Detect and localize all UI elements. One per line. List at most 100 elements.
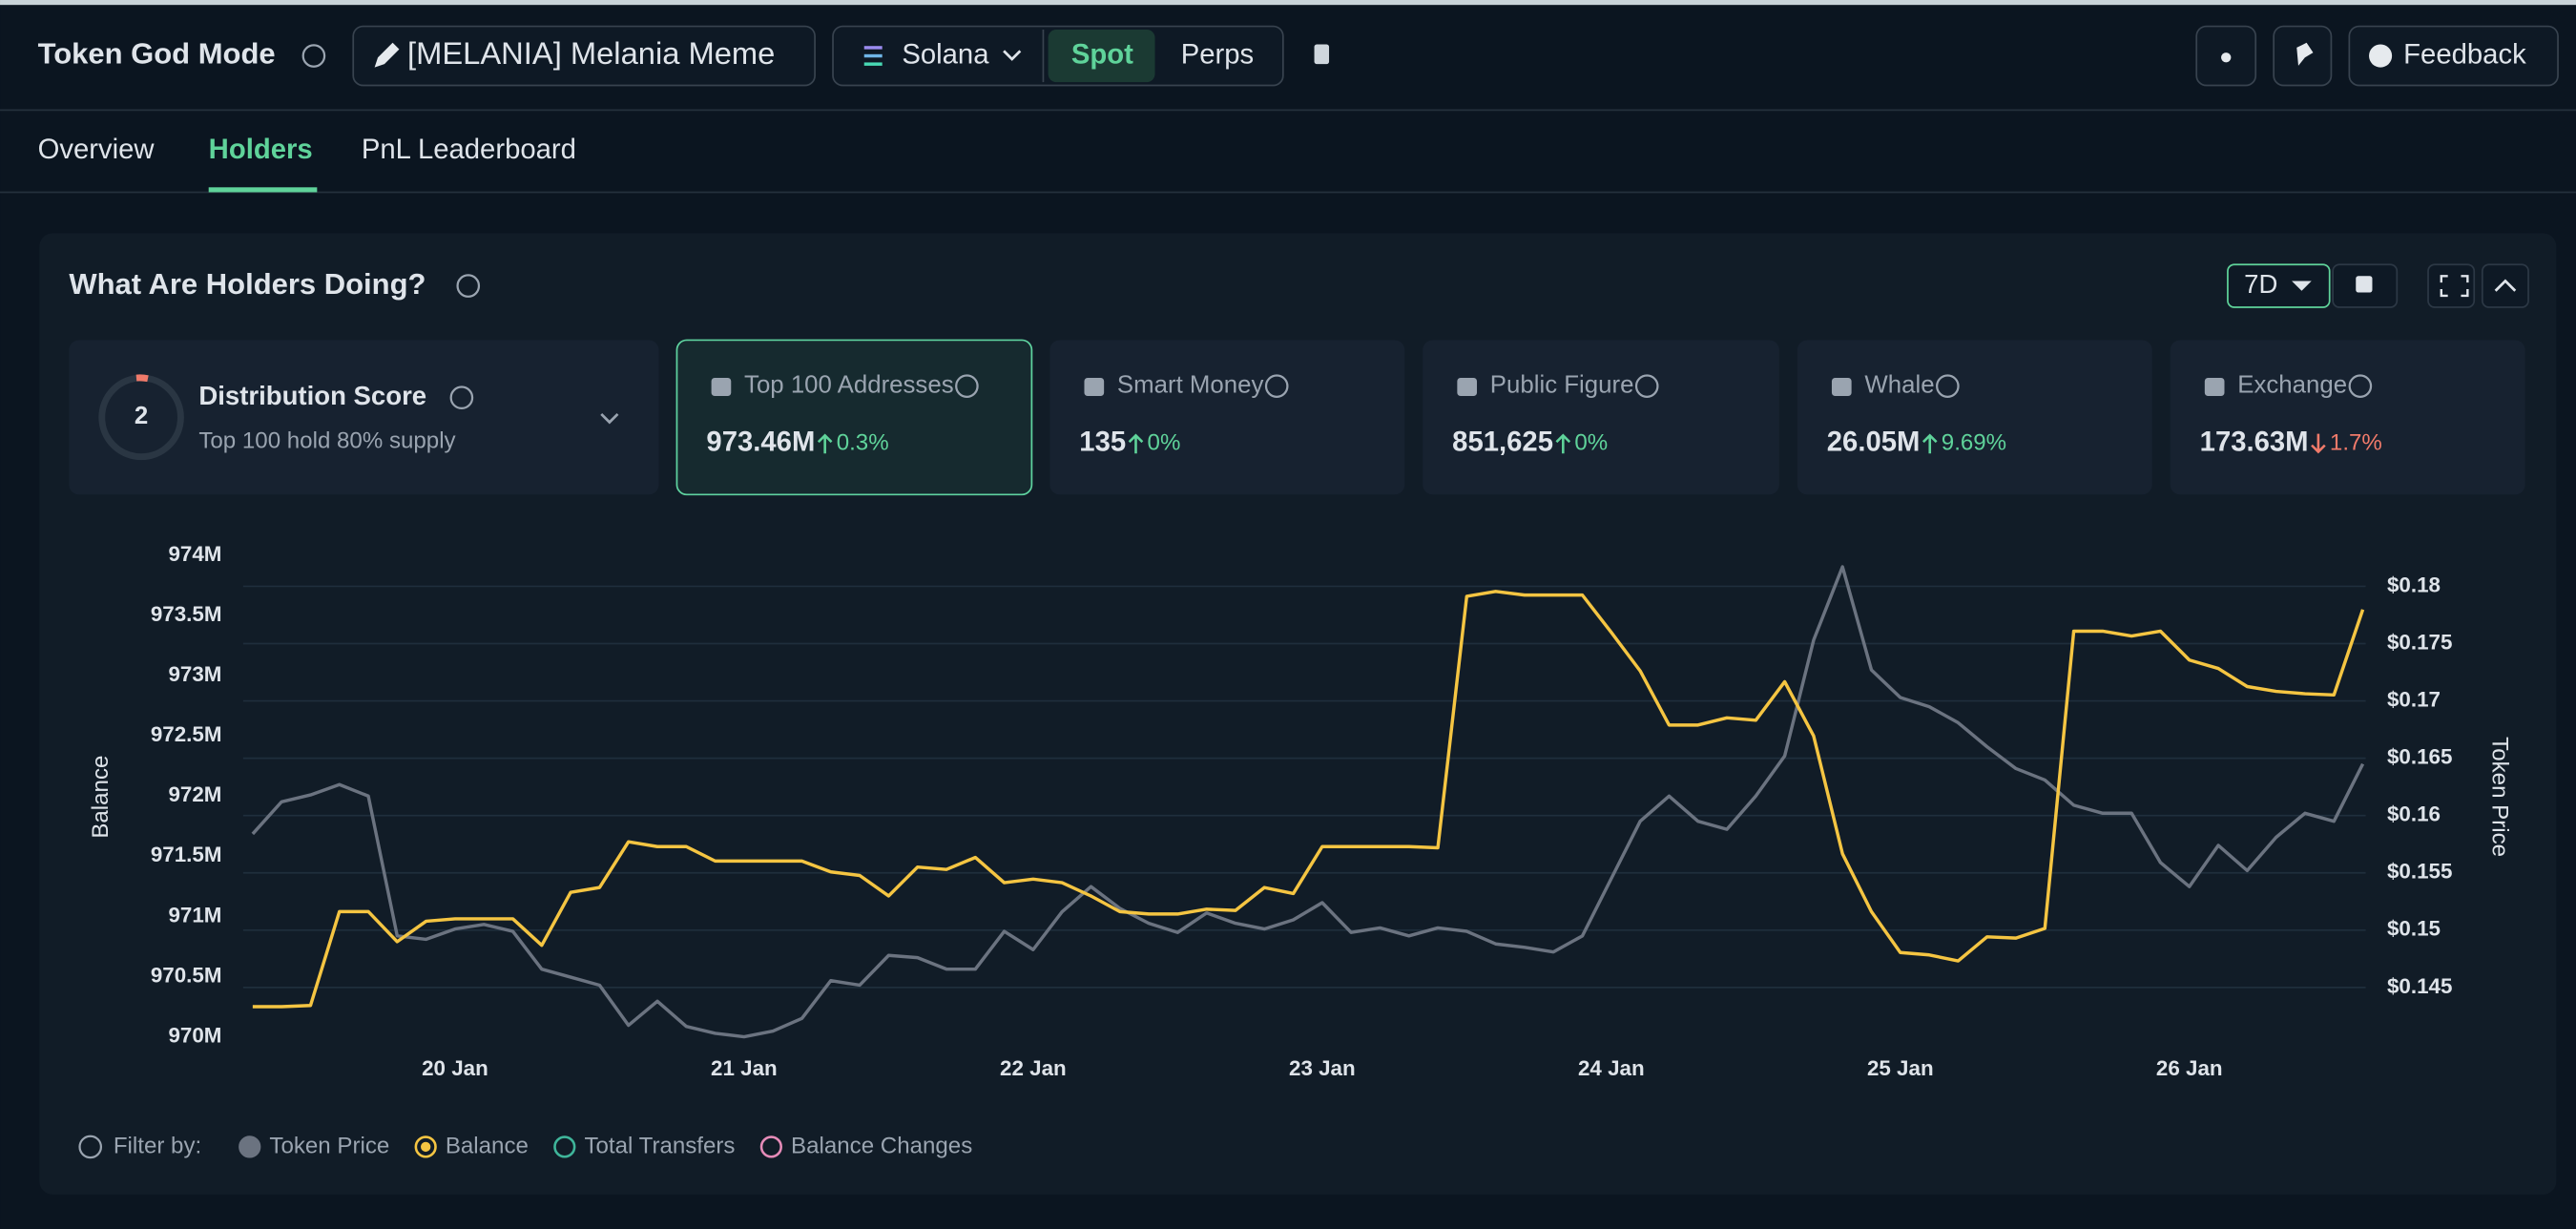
stat-card[interactable]	[675, 339, 1033, 496]
change-arrow	[817, 433, 833, 454]
change-arrow	[2311, 433, 2326, 454]
y-tick-label: 970M	[168, 1023, 221, 1047]
card-change: 0%	[1574, 429, 1608, 455]
stat-card[interactable]	[2170, 340, 2525, 495]
card-change: 0.3%	[837, 429, 889, 455]
dropdown-caret	[2292, 281, 2312, 291]
app-title: Token God Mode	[38, 37, 276, 71]
info-icon[interactable]	[78, 1135, 103, 1159]
solana-icon	[863, 46, 883, 66]
card-icon	[1084, 378, 1105, 396]
edit-icon	[374, 42, 400, 68]
tab-underline	[208, 187, 318, 193]
legend-marker[interactable]	[759, 1135, 782, 1158]
pin-icon	[2296, 42, 2314, 66]
card-name: Top 100 Addresses	[744, 371, 954, 398]
change-arrow	[1922, 433, 1938, 454]
card-icon	[1457, 378, 1478, 396]
card-name: Exchange	[2237, 371, 2347, 398]
y2-tick-label: $0.165	[2387, 745, 2452, 769]
x-tick-label: 21 Jan	[711, 1056, 778, 1080]
y-tick-label: 971M	[168, 903, 221, 927]
y-tick-label: 972M	[168, 782, 221, 806]
copy-icon[interactable]	[1314, 44, 1330, 65]
top-strip	[0, 0, 2576, 6]
x-tick-label: 25 Jan	[1867, 1056, 1934, 1080]
legend-marker[interactable]	[239, 1135, 261, 1158]
y-tick-label: 973M	[168, 662, 221, 686]
x-tick-label: 20 Jan	[422, 1056, 488, 1080]
card-change: 0%	[1148, 429, 1181, 455]
collapse-button[interactable]	[2481, 263, 2529, 308]
fullscreen-button[interactable]	[2427, 263, 2476, 308]
period-select[interactable]	[2227, 263, 2331, 308]
info-icon[interactable]	[456, 274, 481, 298]
distribution-card[interactable]	[69, 340, 659, 495]
info-icon[interactable]	[301, 44, 326, 68]
fullscreen-icon	[2440, 275, 2469, 298]
x-tick-label: 24 Jan	[1578, 1056, 1645, 1080]
x-tick-label: 26 Jan	[2156, 1056, 2223, 1080]
x-tick-label: 23 Jan	[1289, 1056, 1356, 1080]
stat-card[interactable]	[1049, 340, 1405, 495]
y2-tick-label: $0.17	[2387, 687, 2441, 711]
y-tick-label: 970.5M	[151, 963, 222, 987]
tab[interactable]: Overview	[38, 135, 156, 165]
stat-card[interactable]	[1423, 340, 1779, 495]
card-name: Whale	[1864, 371, 1934, 398]
legend-dot	[421, 1141, 431, 1153]
y-tick-label: 972.5M	[151, 722, 222, 746]
legend-marker[interactable]	[553, 1135, 576, 1158]
panel-title: What Are Holders Doing?	[69, 267, 426, 301]
y2-tick-label: $0.145	[2387, 974, 2452, 998]
info-icon[interactable]	[1936, 374, 1960, 398]
y2-axis-label: Token Price	[2487, 737, 2513, 857]
stat-card[interactable]	[1797, 340, 2152, 495]
y2-tick-label: $0.175	[2387, 630, 2452, 654]
y-tick-label: 974M	[168, 542, 221, 566]
x-tick-label: 22 Jan	[1000, 1056, 1067, 1080]
feedback-button[interactable]	[2348, 25, 2559, 87]
info-icon[interactable]	[1264, 374, 1289, 398]
perps-label[interactable]: Perps	[1181, 39, 1254, 70]
token-selector[interactable]	[352, 25, 816, 87]
card-name: Public Figure	[1490, 371, 1634, 398]
tab[interactable]: PnL Leaderboard	[362, 135, 576, 165]
card-value: 26.05M	[1827, 427, 1921, 458]
collapse-icon	[2494, 279, 2517, 292]
card-value: 135	[1079, 427, 1126, 458]
card-icon	[1831, 378, 1852, 396]
info-icon[interactable]	[449, 385, 474, 410]
card-change: 9.69%	[1942, 429, 2006, 455]
feedback-label: Feedback	[2403, 39, 2526, 70]
score-value: 2	[135, 403, 148, 429]
info-icon[interactable]	[955, 374, 979, 398]
chevron	[1003, 50, 1022, 61]
score-arc	[135, 374, 149, 383]
card-change: 1.7%	[2330, 429, 2382, 455]
chevron[interactable]	[600, 412, 619, 425]
tab-active[interactable]: Holders	[209, 135, 313, 165]
legend-label[interactable]: Balance	[446, 1133, 529, 1158]
distribution-subtitle: Top 100 hold 80% supply	[198, 428, 455, 454]
card-value: 973.46M	[706, 427, 815, 458]
distribution-title: Distribution Score	[198, 381, 426, 410]
period-label: 7D	[2244, 269, 2277, 299]
card-value: 851,625	[1452, 427, 1553, 458]
card-icon	[2204, 378, 2225, 396]
spot-button[interactable]	[1048, 29, 1155, 83]
card-value: 173.63M	[2200, 427, 2309, 458]
info-icon[interactable]	[1634, 374, 1659, 398]
legend-label[interactable]: Token Price	[269, 1133, 389, 1158]
spot-label: Spot	[1071, 39, 1133, 70]
legend-marker[interactable]	[414, 1135, 437, 1158]
chain-name[interactable]: Solana	[902, 39, 989, 70]
series-line	[252, 590, 2365, 1009]
legend-label[interactable]: Total Transfers	[584, 1133, 735, 1158]
eye-icon	[2221, 52, 2232, 63]
y-tick-label: 973.5M	[151, 602, 222, 626]
legend-label[interactable]: Balance Changes	[791, 1133, 972, 1158]
info-icon[interactable]	[2348, 374, 2373, 398]
y2-tick-label: $0.155	[2387, 860, 2452, 884]
